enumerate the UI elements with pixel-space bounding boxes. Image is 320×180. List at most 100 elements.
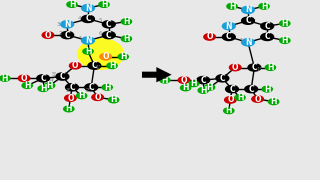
Circle shape — [262, 86, 272, 92]
Circle shape — [259, 3, 269, 9]
Text: H: H — [206, 83, 213, 92]
Text: N: N — [64, 20, 70, 29]
Circle shape — [42, 32, 54, 38]
Circle shape — [38, 86, 48, 91]
Text: H: H — [104, 83, 110, 92]
Circle shape — [18, 75, 30, 82]
Text: C: C — [252, 63, 257, 72]
Circle shape — [268, 99, 279, 105]
Circle shape — [67, 2, 77, 7]
Circle shape — [82, 4, 94, 12]
Text: C: C — [264, 32, 270, 41]
Text: 5: 5 — [99, 18, 102, 23]
Text: H: H — [123, 17, 130, 26]
Text: H: H — [162, 76, 168, 85]
Text: H: H — [226, 106, 232, 115]
Text: O: O — [67, 94, 74, 103]
Circle shape — [227, 3, 237, 9]
Text: C: C — [88, 83, 94, 92]
Circle shape — [61, 31, 74, 39]
Circle shape — [108, 97, 119, 103]
Text: O: O — [21, 74, 27, 83]
Text: O: O — [72, 61, 78, 70]
Text: H: H — [282, 19, 288, 28]
Circle shape — [107, 63, 117, 69]
Text: C: C — [220, 74, 225, 83]
Text: C: C — [69, 83, 75, 92]
Circle shape — [44, 83, 55, 88]
Circle shape — [56, 73, 69, 80]
Text: O: O — [206, 32, 213, 41]
Circle shape — [222, 33, 235, 40]
Text: 4: 4 — [78, 16, 81, 21]
Circle shape — [88, 62, 101, 69]
Text: O: O — [102, 52, 109, 61]
Circle shape — [280, 21, 290, 26]
Circle shape — [99, 2, 109, 7]
Circle shape — [0, 75, 10, 81]
Circle shape — [100, 53, 111, 60]
Text: C: C — [200, 76, 206, 85]
Text: C: C — [245, 16, 251, 25]
Circle shape — [204, 84, 215, 90]
Circle shape — [188, 81, 199, 87]
Text: H: H — [101, 0, 107, 9]
Circle shape — [204, 34, 215, 40]
Circle shape — [160, 77, 170, 83]
Text: H: H — [282, 36, 288, 45]
Circle shape — [242, 6, 254, 14]
Text: 5': 5' — [51, 72, 56, 77]
Text: H: H — [46, 81, 53, 90]
Text: 1': 1' — [95, 65, 100, 70]
Text: C: C — [229, 85, 235, 94]
Text: H: H — [66, 104, 72, 113]
Circle shape — [82, 37, 94, 44]
Text: O: O — [94, 93, 101, 102]
Text: H: H — [264, 85, 270, 94]
Text: N: N — [85, 36, 91, 45]
Circle shape — [92, 94, 103, 100]
Circle shape — [225, 97, 236, 103]
Circle shape — [82, 15, 94, 22]
Text: C: C — [248, 85, 254, 94]
Circle shape — [118, 54, 128, 60]
Circle shape — [65, 95, 76, 101]
Text: H: H — [40, 84, 46, 93]
Circle shape — [121, 36, 132, 42]
Text: N: N — [245, 38, 251, 47]
Text: 4': 4' — [50, 78, 55, 84]
Text: N: N — [226, 22, 232, 31]
Text: C: C — [85, 14, 91, 23]
Circle shape — [224, 108, 234, 114]
Text: H: H — [24, 81, 30, 90]
Circle shape — [265, 65, 276, 70]
Text: H: H — [123, 34, 130, 43]
Circle shape — [22, 83, 32, 88]
Circle shape — [37, 75, 50, 82]
Circle shape — [102, 21, 115, 28]
Text: H: H — [270, 97, 277, 106]
Circle shape — [66, 84, 78, 91]
Circle shape — [102, 84, 112, 90]
Text: H: H — [2, 74, 8, 83]
Circle shape — [85, 84, 98, 91]
Circle shape — [83, 48, 93, 54]
Text: 1': 1' — [256, 67, 261, 72]
Circle shape — [229, 64, 241, 71]
Circle shape — [102, 31, 115, 39]
Circle shape — [216, 75, 229, 82]
Text: C: C — [40, 74, 46, 83]
Circle shape — [252, 96, 263, 102]
Circle shape — [235, 95, 245, 100]
Circle shape — [197, 76, 210, 84]
Text: C: C — [226, 32, 232, 41]
Text: C: C — [264, 22, 270, 31]
Text: N: N — [245, 5, 251, 14]
Text: O: O — [181, 76, 187, 85]
Text: C: C — [64, 31, 70, 40]
Circle shape — [261, 33, 274, 40]
Circle shape — [121, 19, 132, 24]
Circle shape — [280, 38, 290, 43]
Circle shape — [198, 87, 208, 93]
Circle shape — [76, 93, 87, 99]
